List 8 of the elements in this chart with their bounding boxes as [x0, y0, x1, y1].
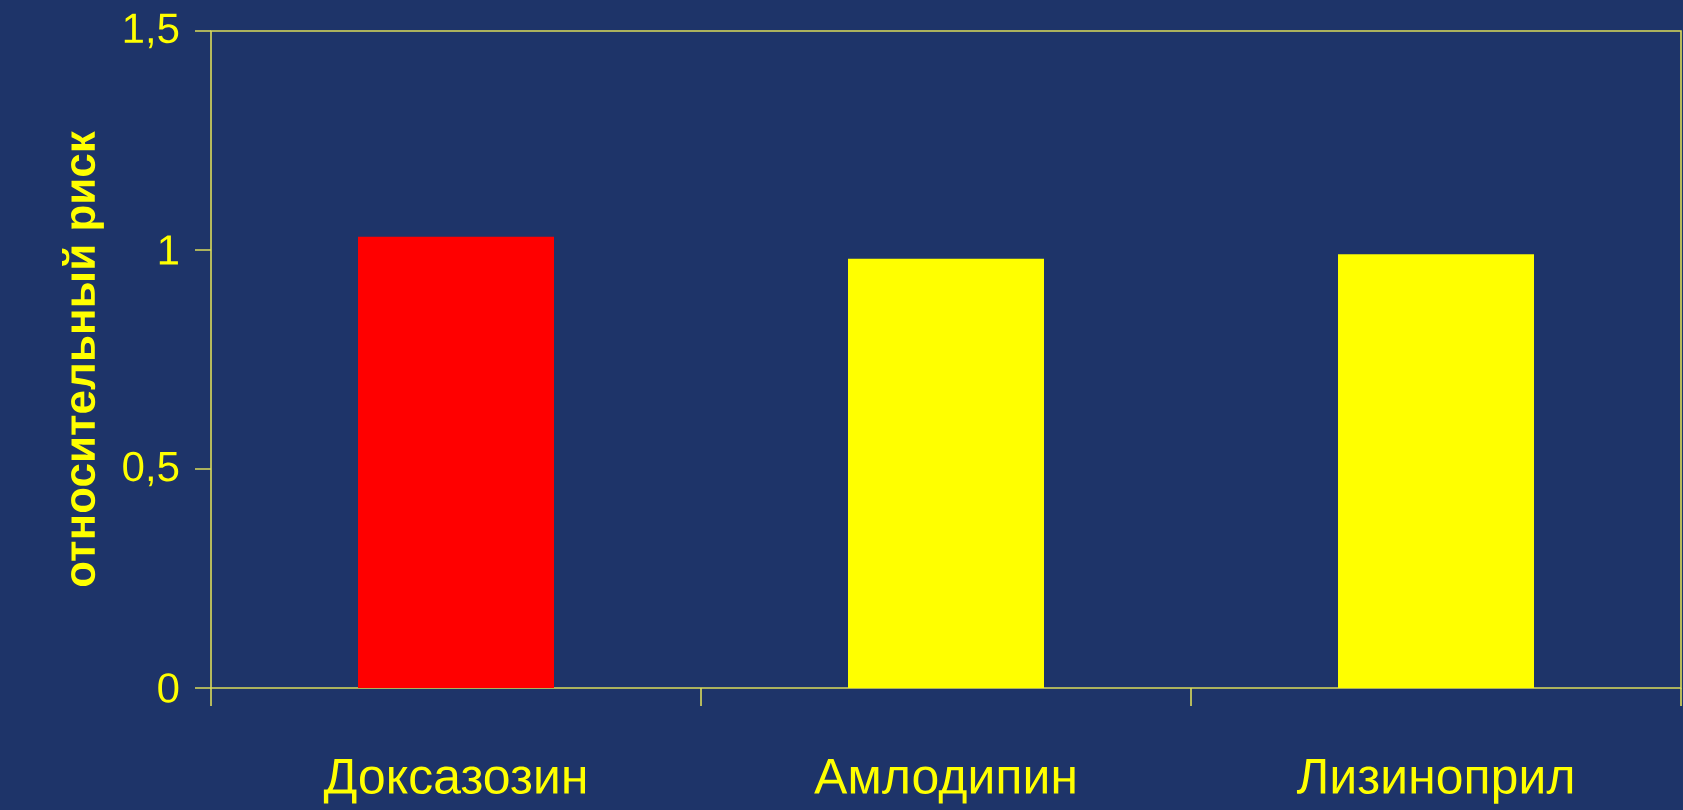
x-tick-label: Амлодипин [814, 758, 1075, 804]
y-axis-title: относительный риск [62, 130, 104, 586]
y-tick-label: 0,5 [123, 451, 179, 487]
x-tick-label: Доксазозин [323, 758, 586, 804]
y-tick-label: 1,5 [124, 13, 179, 48]
x-tick-label: Лизиноприл [1296, 758, 1573, 804]
y-tick-label: 1 [159, 235, 178, 265]
y-tick-label: 0 [158, 672, 179, 703]
